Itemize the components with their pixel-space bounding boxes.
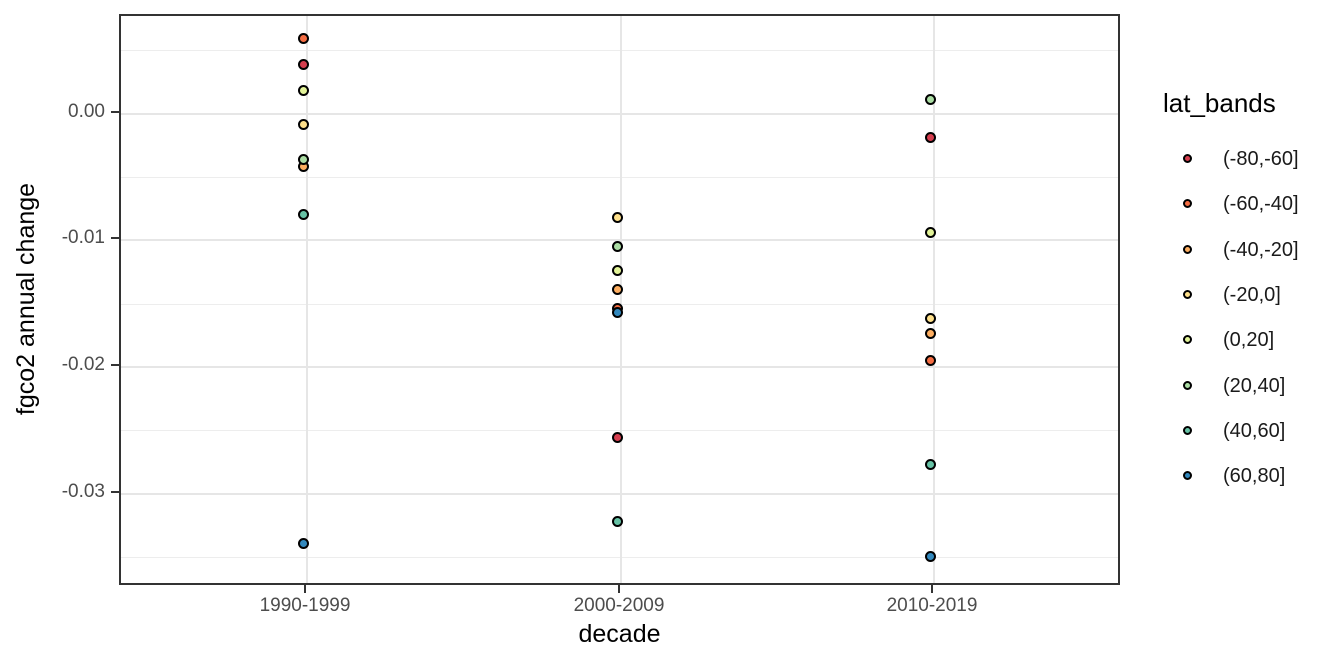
legend-item-label: (40,60]: [1223, 419, 1286, 442]
minor-gridline: [121, 50, 1118, 52]
x-tick-mark: [618, 585, 620, 593]
legend-key-icon: [1183, 471, 1192, 481]
minor-gridline: [121, 557, 1118, 559]
legend-item-label: (20,40]: [1223, 374, 1286, 397]
legend-key-icon: [1183, 244, 1192, 254]
legend-key-icon: [1183, 289, 1192, 299]
y-tick-label: 0.00: [68, 100, 105, 122]
legend-key-icon: [1183, 380, 1192, 390]
major-gridline: [121, 366, 1118, 369]
data-point: [611, 515, 623, 527]
legend-title: lat_bands: [1163, 88, 1276, 118]
y-tick-mark: [111, 364, 119, 367]
minor-gridline: [121, 430, 1118, 432]
data-point: [924, 227, 936, 239]
y-tick-mark: [111, 237, 119, 240]
plot-panel: [119, 14, 1120, 585]
y-tick-label: -0.01: [61, 227, 105, 249]
data-point: [924, 94, 936, 106]
legend-key-icon: [1183, 425, 1192, 435]
data-point: [611, 284, 623, 296]
data-point: [297, 33, 309, 45]
data-point: [924, 132, 936, 144]
category-gridline: [306, 16, 308, 583]
data-point: [611, 265, 623, 277]
y-axis-title-text: fgco2 annual change: [12, 182, 40, 416]
legend-key-icon: [1183, 154, 1192, 163]
x-tick-mark: [304, 585, 306, 593]
x-tick-mark: [931, 585, 933, 593]
x-tick-label: 2010-2019: [886, 595, 978, 616]
data-point: [924, 355, 936, 367]
data-point: [297, 119, 309, 131]
minor-gridline: [121, 177, 1118, 179]
x-tick-label: 2000-2009: [573, 595, 665, 616]
data-point: [297, 58, 309, 70]
data-point: [297, 153, 309, 165]
y-tick-label: -0.02: [61, 354, 105, 376]
data-point: [297, 85, 309, 97]
data-point: [297, 537, 309, 549]
data-point: [924, 313, 936, 325]
legend-item-label: (-80,-60]: [1223, 148, 1299, 170]
legend-item-label: (-40,-20]: [1223, 238, 1299, 261]
data-point: [611, 306, 623, 318]
y-tick-mark: [111, 110, 119, 113]
major-gridline: [121, 112, 1118, 115]
legend-key-icon: [1183, 335, 1192, 345]
legend-item-label: (-20,0]: [1223, 283, 1281, 306]
legend-key-icon: [1183, 199, 1192, 209]
data-point: [924, 551, 936, 563]
x-axis-title: decade: [578, 620, 661, 648]
y-tick-mark: [111, 490, 119, 493]
legend-item-label: (60,80]: [1223, 465, 1286, 488]
data-point: [297, 209, 309, 221]
category-gridline: [620, 16, 622, 583]
data-point: [924, 328, 936, 340]
category-gridline: [933, 16, 935, 583]
data-point: [611, 211, 623, 223]
y-tick-label: -0.03: [61, 480, 105, 502]
data-point: [611, 241, 623, 253]
legend-item-label: (-60,-40]: [1223, 193, 1299, 216]
major-gridline: [121, 492, 1118, 495]
major-gridline: [121, 239, 1118, 242]
legend-item-label: (0,20]: [1223, 329, 1275, 352]
x-tick-label: 1990-1999: [259, 595, 351, 616]
data-point: [924, 458, 936, 470]
data-point: [611, 432, 623, 444]
